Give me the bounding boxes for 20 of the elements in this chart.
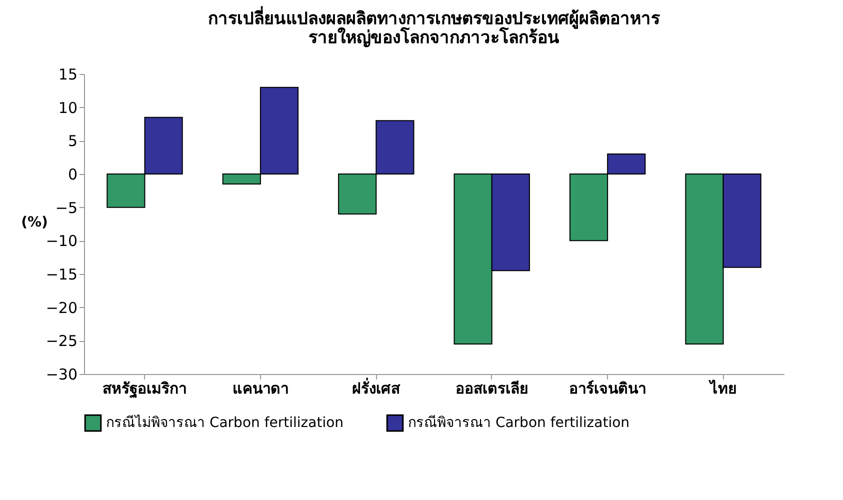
text: รายใหญ่ของโลกจากภาวะโลกร้อน: [308, 28, 560, 48]
x-tick-label: ฝรั่งเศส: [352, 378, 402, 398]
legend-label: กรณีไม่พิจารณา Carbon fertilization: [106, 414, 344, 432]
legend-label: กรณีพิจารณา Carbon fertilization: [408, 415, 630, 432]
y-tick-label: −20: [46, 298, 78, 317]
y-tick-label: 10: [58, 98, 78, 117]
x-tick-label: แคนาดา: [232, 380, 288, 398]
x-tick-label: ไทย: [708, 378, 737, 398]
y-tick-label: −15: [46, 266, 78, 284]
y-tick-label: −10: [46, 232, 78, 250]
y-tick-label: −25: [46, 332, 78, 350]
x-tick-label: สหรัฐอเมริกา: [102, 380, 187, 398]
y-tick-label: 5: [68, 132, 78, 150]
y-tick-label: −30: [46, 366, 78, 384]
y-tick-label: 15: [58, 66, 78, 84]
x-tick-label: ออสเตรเลีย: [455, 380, 528, 398]
y-tick-label: −5: [55, 198, 78, 217]
x-tick-label: อาร์เจนตินา: [569, 380, 646, 398]
y-axis-title: (%): [21, 214, 48, 230]
y-tick-label: 0: [68, 166, 78, 184]
